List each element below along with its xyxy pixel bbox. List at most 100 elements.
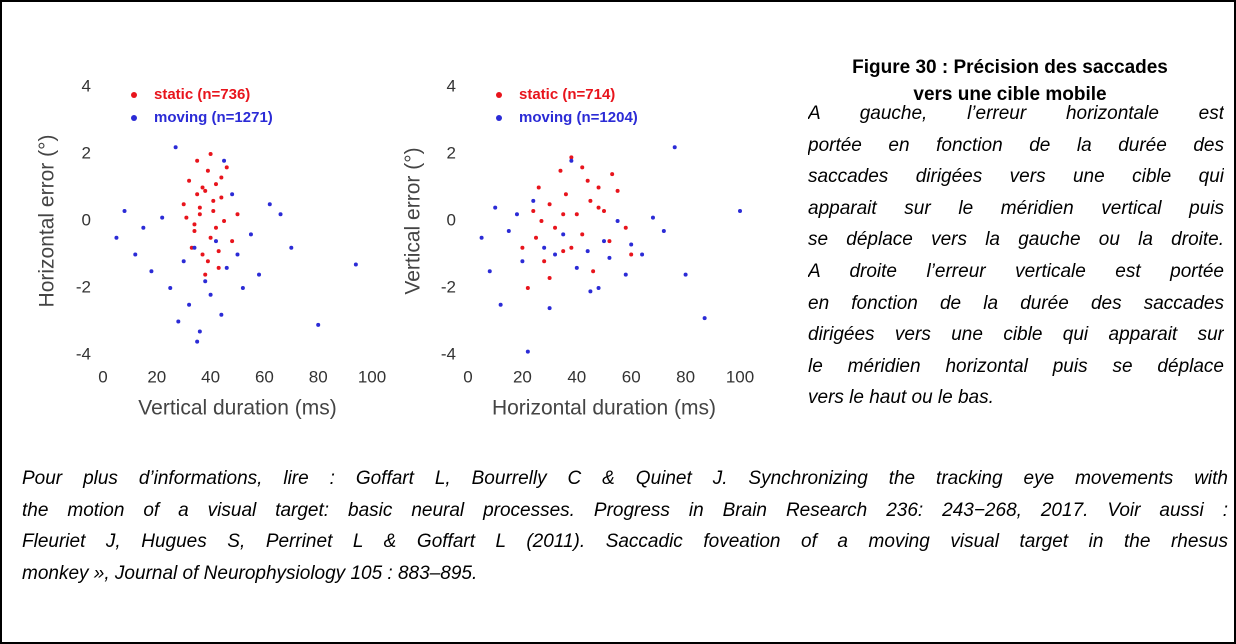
point bbox=[240, 286, 245, 290]
y-tick-label: 2 bbox=[447, 143, 456, 162]
point bbox=[176, 319, 181, 324]
point bbox=[588, 198, 593, 203]
x-tick-label: 40 bbox=[201, 367, 220, 386]
point bbox=[629, 252, 634, 257]
point bbox=[208, 235, 213, 240]
point bbox=[563, 192, 568, 197]
text-line: apparait sur le méridien vertical puis bbox=[808, 197, 1224, 219]
x-tick-label: 80 bbox=[676, 367, 695, 386]
text-line: Figure 30 : Précision des saccades bbox=[852, 57, 1168, 78]
point bbox=[574, 265, 579, 270]
point bbox=[203, 279, 208, 284]
point bbox=[216, 249, 221, 254]
point bbox=[114, 235, 119, 240]
point bbox=[569, 155, 574, 160]
y-tick-label: -2 bbox=[76, 277, 91, 296]
text-line: le méridien horizontal puis se déplace bbox=[808, 355, 1224, 377]
point bbox=[615, 219, 620, 223]
point bbox=[615, 188, 620, 193]
point bbox=[192, 222, 197, 227]
figure-caption: A gauche, l’erreur horizontale est portée… bbox=[808, 98, 1224, 414]
point bbox=[520, 259, 525, 264]
y-tick-label: -4 bbox=[441, 344, 456, 363]
point bbox=[585, 249, 590, 254]
point bbox=[219, 195, 224, 200]
point bbox=[506, 229, 511, 234]
point bbox=[574, 212, 579, 217]
point bbox=[219, 312, 224, 317]
point bbox=[661, 229, 666, 234]
point bbox=[278, 212, 283, 217]
point bbox=[672, 145, 677, 150]
point bbox=[187, 302, 192, 307]
point bbox=[596, 286, 601, 290]
y-tick-label: 2 bbox=[82, 143, 91, 162]
text-line: se déplace vers la gauche ou la droite. bbox=[808, 229, 1224, 251]
point bbox=[596, 185, 601, 190]
text-line: A gauche, l’erreur horizontale est bbox=[808, 103, 1224, 124]
text-line: saccades dirigées vers une cible qui bbox=[808, 166, 1224, 188]
point bbox=[184, 215, 189, 220]
legend-marker bbox=[496, 115, 502, 121]
point bbox=[173, 145, 178, 150]
point bbox=[596, 205, 601, 210]
y-tick-label: 0 bbox=[447, 210, 456, 229]
x-tick-label: 0 bbox=[463, 367, 472, 386]
point bbox=[219, 175, 224, 180]
point bbox=[561, 232, 566, 237]
point bbox=[520, 245, 525, 250]
point bbox=[536, 185, 541, 190]
point bbox=[213, 239, 218, 244]
point bbox=[561, 212, 566, 217]
x-tick-label: 60 bbox=[622, 367, 641, 386]
point bbox=[531, 208, 536, 213]
y-tick-label: -2 bbox=[441, 277, 456, 296]
text-line: the motion of a visual target: basic neu… bbox=[22, 499, 1228, 521]
point bbox=[588, 289, 593, 294]
point bbox=[205, 259, 210, 264]
point bbox=[160, 215, 165, 220]
point bbox=[553, 225, 558, 230]
legend-marker bbox=[496, 92, 502, 98]
point bbox=[149, 269, 154, 274]
legend-label: moving (n=1271) bbox=[154, 109, 273, 126]
text-line: Pour plus d’informations, lire : Goffart… bbox=[22, 468, 1228, 489]
point bbox=[235, 212, 240, 217]
point bbox=[197, 212, 202, 217]
point bbox=[542, 259, 547, 264]
point bbox=[197, 205, 202, 210]
point bbox=[200, 252, 205, 257]
x-axis-label: Horizontal duration (ms) bbox=[492, 397, 716, 420]
point bbox=[585, 178, 590, 183]
point bbox=[248, 232, 253, 237]
legend-label: static (n=714) bbox=[519, 86, 615, 103]
point bbox=[547, 275, 552, 280]
point bbox=[213, 182, 218, 187]
point bbox=[230, 239, 235, 244]
point bbox=[181, 202, 186, 207]
point bbox=[547, 306, 552, 311]
point bbox=[133, 252, 138, 257]
point bbox=[197, 329, 202, 334]
y-axis-label: Vertical error (°) bbox=[402, 147, 425, 294]
text-line: en fonction de la durée des saccades bbox=[808, 292, 1224, 314]
point bbox=[553, 252, 558, 257]
x-tick-label: 20 bbox=[147, 367, 166, 386]
point bbox=[316, 322, 321, 327]
legend-marker bbox=[131, 92, 137, 98]
point bbox=[479, 235, 484, 240]
point bbox=[610, 172, 615, 177]
y-tick-label: -4 bbox=[76, 344, 91, 363]
point bbox=[531, 198, 536, 203]
text-line: vers une cible mobile bbox=[913, 84, 1107, 105]
point bbox=[591, 269, 596, 274]
point bbox=[122, 208, 127, 213]
point bbox=[558, 168, 563, 173]
point bbox=[195, 158, 200, 163]
point bbox=[602, 239, 606, 244]
point bbox=[542, 245, 547, 250]
text-line: dirigées vers une cible qui apparait sur bbox=[808, 324, 1224, 346]
point bbox=[168, 286, 173, 290]
point bbox=[267, 202, 272, 207]
